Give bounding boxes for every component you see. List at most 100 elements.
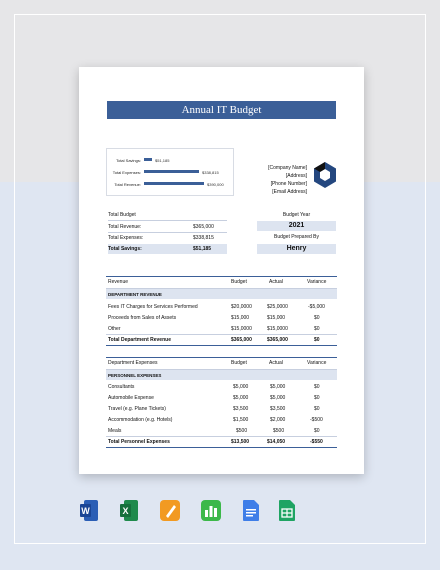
table-cell: $2,000 <box>270 417 286 423</box>
google-docs-icon[interactable] <box>241 499 261 522</box>
svg-text:W: W <box>81 506 90 516</box>
mini-chart-value: $390,000 <box>207 182 224 187</box>
excel-icon[interactable]: X <box>119 499 139 522</box>
google-sheets-icon[interactable] <box>277 499 297 522</box>
company-address: [Address] <box>285 173 307 179</box>
revenue-section-title: DEPARTMENT REVENUE <box>108 292 162 297</box>
table-cell: $0 <box>314 384 320 390</box>
svg-text:X: X <box>122 506 128 516</box>
table-total-cell: $14,050 <box>267 439 286 445</box>
divider <box>106 345 337 346</box>
table-cell: $500 <box>273 428 285 434</box>
expenses-section-title: PERSONNEL EXPENSES <box>108 373 162 378</box>
mini-chart-label: Total Expenses: <box>112 170 141 175</box>
total-revenue-value: $365,000 <box>193 224 214 230</box>
table-row-label: Proceeds from Sales of Assets <box>108 315 177 321</box>
table-cell: $5,000 <box>270 384 286 390</box>
mini-chart-value: $51,185 <box>155 158 170 163</box>
total-budget-heading: Total Budget <box>108 212 136 218</box>
table-total-label: Total Department Revenue <box>108 337 171 343</box>
expenses-variance-header: Variance <box>307 360 327 366</box>
revenue-actual-header: Actual <box>269 279 283 285</box>
table-cell: -$500 <box>310 417 323 423</box>
section-row <box>106 289 337 299</box>
table-cell: $0 <box>314 406 320 412</box>
table-total-cell: $0 <box>314 337 320 343</box>
total-savings-row <box>108 244 227 254</box>
table-cell: $15,0000 <box>231 326 252 332</box>
mini-chart-bar-expenses <box>144 170 199 173</box>
mini-chart-label: Total Revenue: <box>114 182 141 187</box>
mini-chart-value: $338,815 <box>202 170 219 175</box>
outer-frame <box>14 14 426 544</box>
table-cell: $3,500 <box>270 406 286 412</box>
divider <box>106 334 337 335</box>
divider <box>106 276 337 277</box>
mini-chart-bar-savings <box>144 158 152 161</box>
divider <box>106 369 337 370</box>
budget-year-value: 2021 <box>257 221 336 231</box>
table-cell: $3,500 <box>233 406 249 412</box>
table-row-label: Other <box>108 326 121 332</box>
total-savings-value: $51,185 <box>193 246 212 252</box>
table-cell: -$5,000 <box>308 304 325 310</box>
table-row-label: Consultants <box>108 384 135 390</box>
table-cell: $15,0000 <box>267 326 288 332</box>
table-row-label: Meals <box>108 428 122 434</box>
table-cell: $0 <box>314 315 320 321</box>
table-cell: $500 <box>236 428 248 434</box>
divider <box>108 220 227 221</box>
total-expenses-label: Total Expenses: <box>108 235 144 241</box>
table-total-cell: $13,500 <box>231 439 250 445</box>
company-info: [Company Name] [Address] [Phone Number] … <box>245 164 307 196</box>
table-total-cell: $365,000 <box>231 337 252 343</box>
section-row <box>106 370 337 380</box>
mini-chart-bar-revenue <box>144 182 204 185</box>
total-expenses-value: $338,815 <box>193 235 214 241</box>
prepared-by-value: Henry <box>257 244 336 254</box>
summary-mini-chart: Total Savings: $51,185 Total Expenses: $… <box>106 148 234 196</box>
table-total-label: Total Personnel Expenses <box>108 439 170 445</box>
revenue-variance-header: Variance <box>307 279 327 285</box>
word-icon[interactable]: W <box>79 499 99 522</box>
prepared-by-label: Budget Prepared By <box>273 234 320 240</box>
mini-chart-label: Total Savings: <box>116 158 141 163</box>
table-row-label: Automobile Expense <box>108 395 154 401</box>
table-total-cell: $365,000 <box>267 337 288 343</box>
table-row-label: Travel (e.g. Plane Tickets) <box>108 406 166 412</box>
numbers-icon[interactable] <box>201 499 221 522</box>
table-cell: $1,500 <box>233 417 249 423</box>
expenses-budget-header: Budget <box>231 360 247 366</box>
document-title: Annual IT Budget <box>107 101 336 119</box>
company-logo-icon <box>314 162 336 188</box>
divider <box>106 436 337 437</box>
divider <box>106 288 337 289</box>
table-cell: $0 <box>314 395 320 401</box>
company-phone: [Phone Number] <box>270 181 307 187</box>
table-cell: $25,0000 <box>267 304 288 310</box>
divider <box>108 232 227 233</box>
expenses-header: Department Expenses <box>108 360 158 366</box>
revenue-header: Revenue <box>108 279 129 285</box>
divider <box>106 447 337 448</box>
budget-year-label: Budget Year <box>282 212 311 218</box>
pages-icon[interactable] <box>160 499 180 522</box>
table-cell: $5,000 <box>270 395 286 401</box>
table-cell: $20,0000 <box>231 304 252 310</box>
expenses-actual-header: Actual <box>269 360 283 366</box>
company-email: [Email Address] <box>272 189 307 195</box>
revenue-budget-header: Budget <box>231 279 247 285</box>
total-revenue-label: Total Revenue: <box>108 224 142 230</box>
table-cell: $0 <box>314 326 320 332</box>
table-cell: $15,000 <box>267 315 286 321</box>
total-savings-label: Total Savings: <box>108 246 142 252</box>
budget-document: Annual IT Budget Total Savings: $51,185 … <box>79 67 364 474</box>
company-name: [Company Name] <box>268 165 307 171</box>
table-cell: $15,000 <box>231 315 250 321</box>
table-row-label: Accommodation (e.g. Hotels) <box>108 417 173 423</box>
table-cell: $0 <box>314 428 320 434</box>
table-cell: $5,000 <box>233 384 249 390</box>
table-cell: $5,000 <box>233 395 249 401</box>
divider <box>106 357 337 358</box>
table-row-label: Fees IT Charges for Services Performed <box>108 304 198 310</box>
